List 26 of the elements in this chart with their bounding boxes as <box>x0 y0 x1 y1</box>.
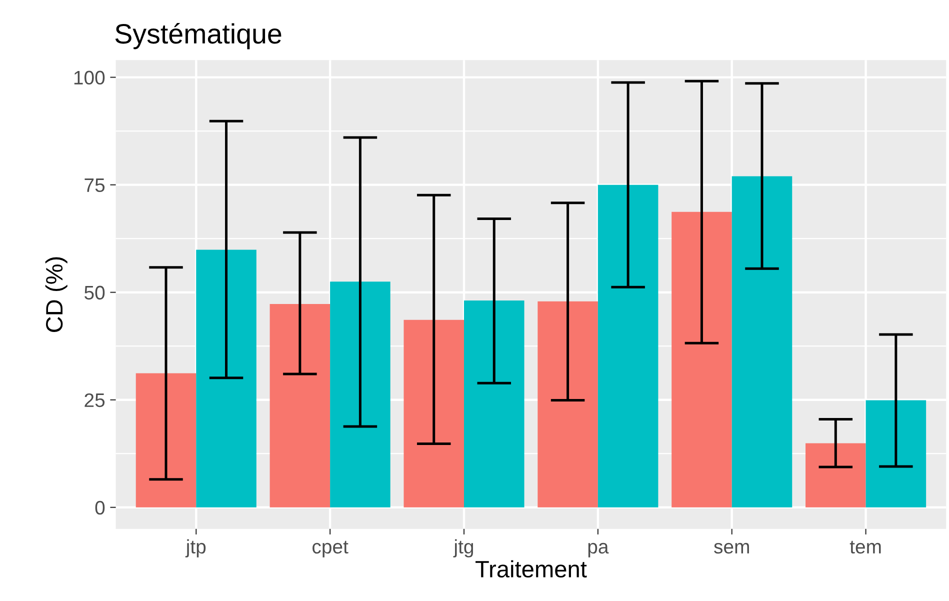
y-tick-label: 100 <box>74 70 105 85</box>
bar <box>330 282 390 508</box>
bar <box>672 212 732 508</box>
bar <box>404 320 464 508</box>
x-tick-label: jtp <box>185 539 206 558</box>
y-axis-title: CD (%) <box>45 257 68 332</box>
bar <box>866 400 926 508</box>
x-tick-label: pa <box>588 542 609 558</box>
bar <box>806 443 866 508</box>
x-tick-label: cpet <box>312 540 348 558</box>
x-tick-label: tem <box>850 540 881 554</box>
bar <box>270 304 330 508</box>
bar <box>598 184 658 508</box>
y-tick-label: 50 <box>84 286 105 300</box>
bar <box>464 300 524 508</box>
y-tick-label: 75 <box>84 178 105 192</box>
bar <box>136 373 196 508</box>
bar <box>196 250 256 508</box>
bar <box>732 176 792 508</box>
chart-title: Systématique <box>115 22 282 50</box>
bar <box>538 301 598 508</box>
y-tick-label: 25 <box>84 393 105 408</box>
y-tick-label: 0 <box>95 500 105 515</box>
x-tick-label: sem <box>714 542 749 554</box>
x-axis-title: Traitement <box>476 560 587 578</box>
x-tick-label: jtg <box>453 539 474 558</box>
